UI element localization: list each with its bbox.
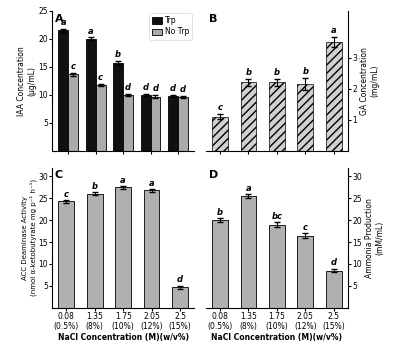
Bar [87, 194, 102, 308]
Text: b: b [115, 50, 121, 59]
Text: d: d [177, 275, 183, 284]
X-axis label: NaCl Concentration (M)(w/v%): NaCl Concentration (M)(w/v%) [211, 333, 342, 342]
Text: a: a [60, 18, 66, 27]
Legend: Trp, No Trp: Trp, No Trp [149, 13, 192, 39]
Bar [150, 97, 160, 151]
Text: d: d [170, 84, 176, 93]
Text: c: c [64, 190, 69, 198]
Text: d: d [331, 258, 337, 268]
Bar [178, 97, 188, 151]
Text: c: c [303, 223, 308, 232]
Text: b: b [217, 208, 223, 217]
Text: b: b [246, 68, 252, 76]
Text: a: a [149, 178, 154, 188]
Text: b: b [274, 68, 280, 77]
Bar [144, 190, 160, 308]
Text: d: d [180, 85, 186, 94]
Bar [168, 96, 178, 151]
Bar [326, 42, 342, 151]
Text: d: d [143, 83, 149, 92]
Bar [115, 188, 131, 308]
Text: c: c [218, 103, 222, 112]
Bar [58, 201, 74, 308]
Y-axis label: Ammonia Production
(mM/mL): Ammonia Production (mM/mL) [365, 198, 384, 278]
Text: b: b [302, 67, 308, 76]
Text: d: d [152, 84, 158, 93]
Bar [326, 270, 342, 308]
Bar [141, 95, 150, 151]
Y-axis label: IAA Concentration
(μg/mL): IAA Concentration (μg/mL) [18, 46, 37, 116]
Bar [269, 224, 285, 308]
Bar [58, 30, 68, 151]
Text: b: b [92, 182, 98, 191]
Bar [86, 39, 96, 151]
Y-axis label: ACC Deaminase Activity
(nmol α-ketobutyrate mg p⁻¹ h⁻¹): ACC Deaminase Activity (nmol α-ketobutyr… [22, 179, 37, 296]
Bar [123, 95, 133, 151]
Text: a: a [120, 176, 126, 185]
X-axis label: NaCl Concentration (M)(w/v%): NaCl Concentration (M)(w/v%) [58, 333, 189, 342]
Bar [240, 196, 256, 308]
Bar [68, 74, 78, 151]
Bar [113, 63, 123, 151]
Y-axis label: GA Concentration
(mg/mL): GA Concentration (mg/mL) [360, 47, 379, 115]
Text: A: A [55, 14, 64, 24]
Text: C: C [55, 171, 63, 181]
Text: B: B [208, 14, 217, 24]
Text: a: a [88, 26, 94, 35]
Text: a: a [246, 184, 251, 193]
Bar [212, 220, 228, 308]
Bar [269, 83, 285, 151]
Text: c: c [98, 73, 103, 82]
Bar [298, 84, 313, 151]
Bar [240, 83, 256, 151]
Text: D: D [208, 171, 218, 181]
Bar [96, 85, 106, 151]
Text: a: a [331, 26, 336, 35]
Text: bc: bc [271, 212, 282, 221]
Text: d: d [125, 83, 131, 92]
Bar [298, 236, 313, 308]
Bar [212, 117, 228, 151]
Bar [172, 287, 188, 308]
Text: c: c [71, 62, 76, 71]
